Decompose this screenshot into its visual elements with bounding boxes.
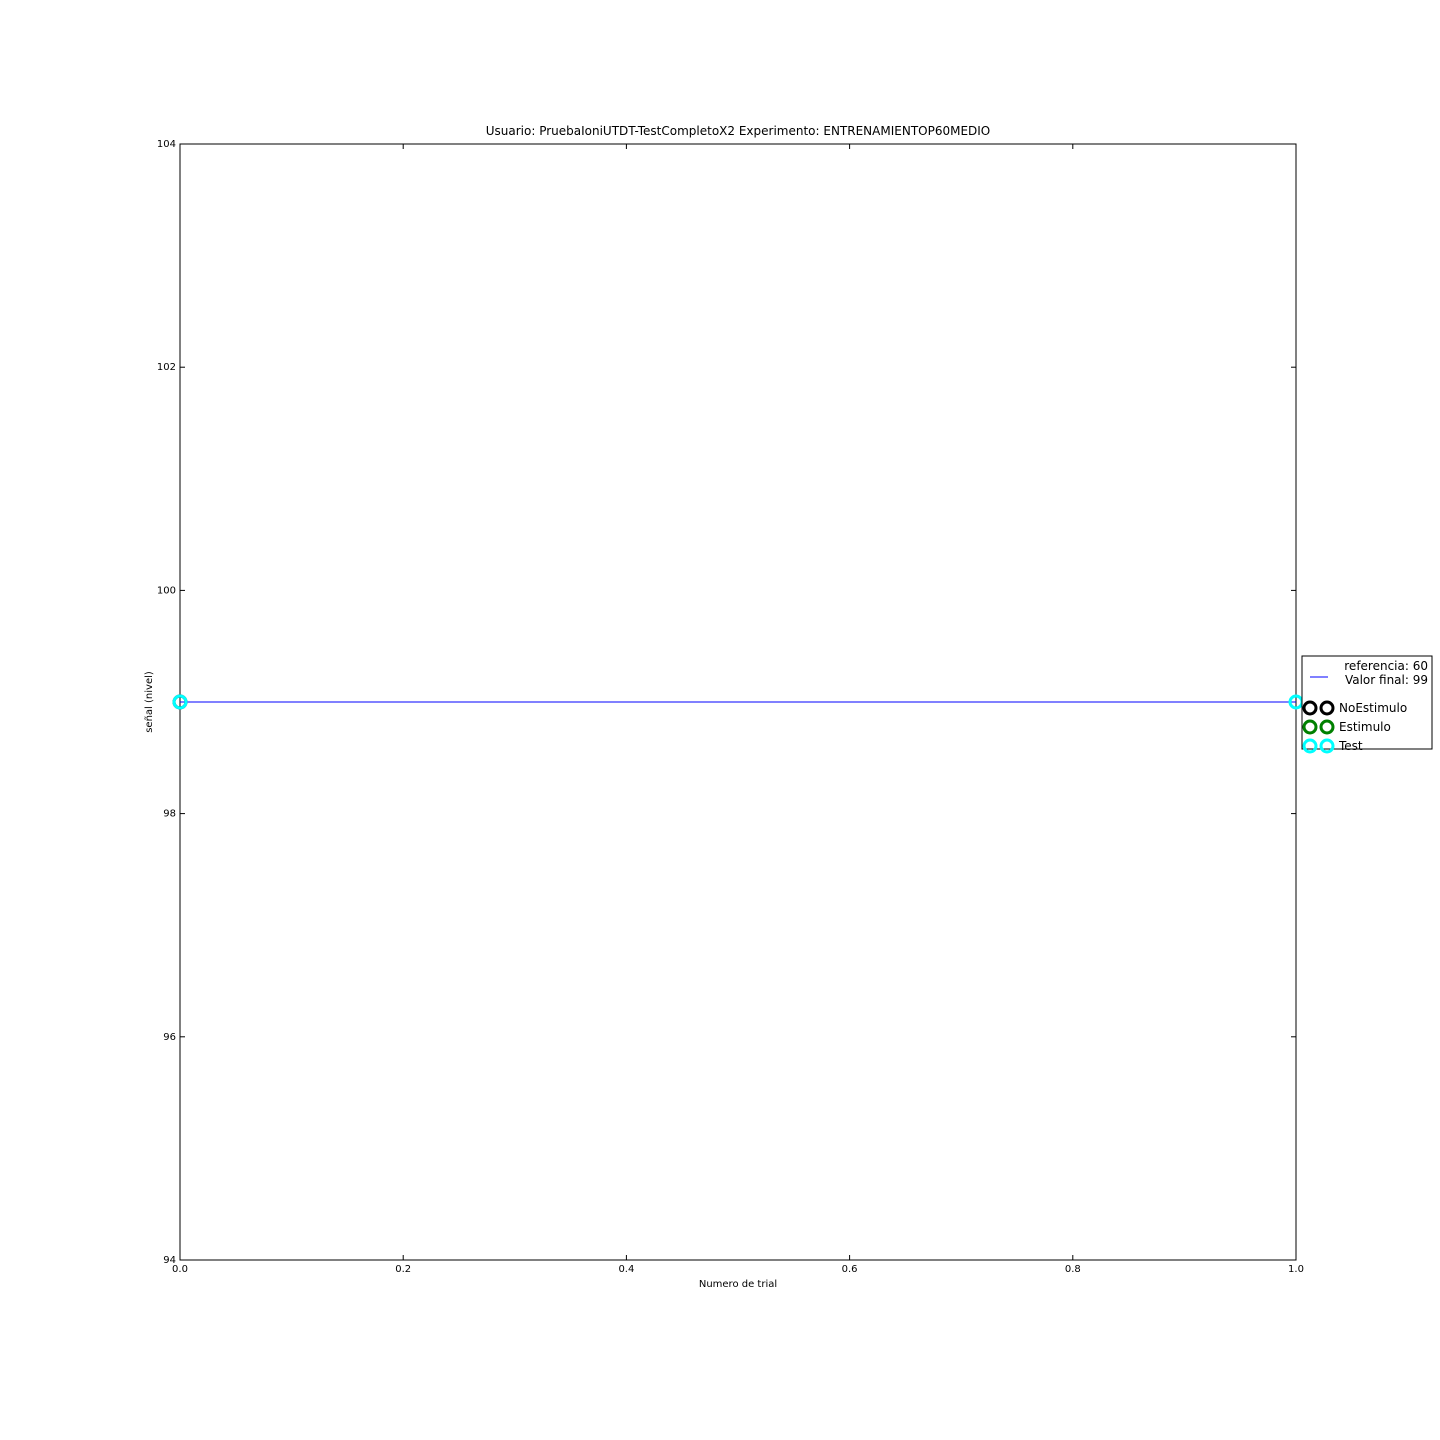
legend-marker-noestimulo — [1302, 700, 1318, 716]
x-tick-label: 0.4 — [618, 1264, 634, 1275]
y-axis-label: señal (nivel) — [144, 671, 155, 733]
y-tick-label: 102 — [157, 362, 176, 373]
legend-label: NoEstimulo — [1339, 701, 1407, 715]
plot-area: 0.0 0.2 0.4 0.6 0.8 1.0 94 96 98 100 102 104 — [157, 139, 1304, 1275]
legend-label: Valor final: 99 — [1345, 673, 1428, 687]
legend-label: Test — [1338, 739, 1363, 753]
legend-label: Estimulo — [1339, 720, 1391, 734]
data-point-test — [172, 694, 188, 710]
x-axis-label: Numero de trial — [699, 1279, 777, 1290]
chart-title: Usuario: PruebaIoniUTDT-TestCompletoX2 E… — [486, 124, 991, 138]
x-tick-label: 0.8 — [1065, 1264, 1081, 1275]
legend-label: referencia: 60 — [1344, 659, 1428, 673]
legend-marker-estimulo — [1302, 719, 1318, 735]
x-tick-label: 0.6 — [842, 1264, 858, 1275]
y-tick-label: 96 — [163, 1032, 176, 1043]
y-tick-label: 98 — [163, 809, 176, 820]
legend-marker-test — [1319, 738, 1335, 754]
x-tick-label: 0.2 — [395, 1264, 411, 1275]
y-tick-label: 100 — [157, 585, 176, 596]
x-tick-label: 0.0 — [172, 1264, 188, 1275]
y-tick-label: 104 — [157, 139, 176, 150]
x-tick-label: 1.0 — [1288, 1264, 1304, 1275]
legend-marker-estimulo — [1319, 719, 1335, 735]
y-tick-label: 94 — [163, 1255, 176, 1266]
legend-marker-test — [1302, 738, 1318, 754]
legend-marker-noestimulo — [1319, 700, 1335, 716]
